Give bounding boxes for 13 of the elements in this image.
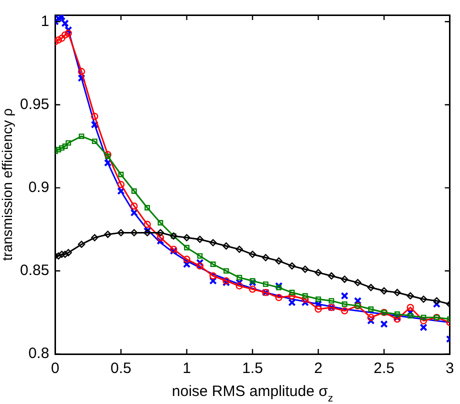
x-tick-label: 3 bbox=[446, 360, 454, 378]
x-tick-label: 1.5 bbox=[242, 360, 263, 378]
y-tick-label: 0.95 bbox=[20, 96, 50, 113]
x-tick-label: 0.5 bbox=[110, 360, 132, 378]
x-tick-label: 2.5 bbox=[374, 360, 394, 378]
x-tick-label: 2 bbox=[314, 360, 322, 378]
x-tick-label: 1 bbox=[182, 360, 191, 378]
y-tick-label: 0.85 bbox=[20, 262, 50, 280]
y-tick-label: 0.8 bbox=[28, 345, 50, 362]
y-tick-label: 0.9 bbox=[28, 178, 50, 196]
y-tick-label: 1 bbox=[40, 12, 50, 30]
x-tick-label: 0 bbox=[51, 360, 60, 378]
y-axis-title: transmission efficiency ρ bbox=[0, 108, 15, 261]
